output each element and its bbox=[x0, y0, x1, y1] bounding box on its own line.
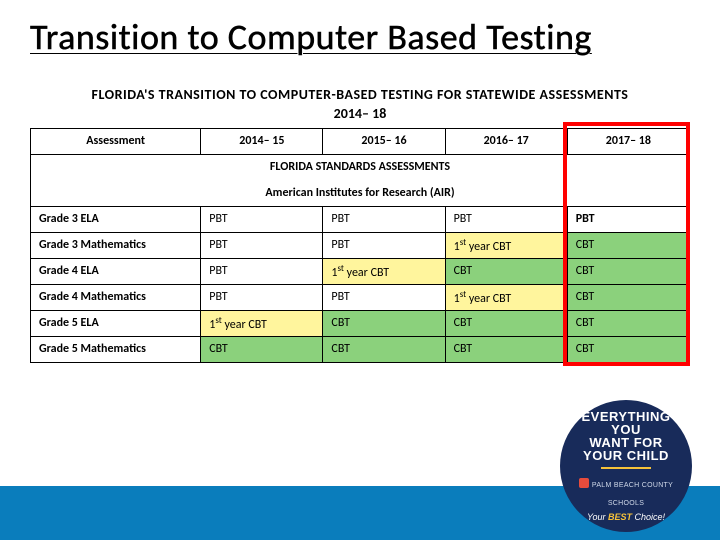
row-label: Grade 5 Mathematics bbox=[31, 336, 201, 362]
section-heading-row: FLORIDA STANDARDS ASSESSMENTS bbox=[31, 154, 690, 180]
section-heading-1: FLORIDA STANDARDS ASSESSMENTS bbox=[31, 154, 690, 180]
badge-divider bbox=[601, 467, 651, 469]
slide-root: Transition to Computer Based Testing FLO… bbox=[0, 0, 720, 540]
row-label: Grade 4 Mathematics bbox=[31, 284, 201, 310]
slide-title: Transition to Computer Based Testing bbox=[30, 18, 690, 58]
table-row: Grade 5 MathematicsCBTCBTCBTCBT bbox=[31, 336, 690, 362]
badge-tag: PALM BEACH COUNTY SCHOOLS bbox=[592, 482, 673, 507]
col-assessment: Assessment bbox=[31, 128, 201, 154]
table-cell: CBT bbox=[567, 310, 689, 336]
table-header-row: Assessment 2014– 15 2015– 16 2016– 17 20… bbox=[31, 128, 690, 154]
col-2015-16: 2015– 16 bbox=[323, 128, 445, 154]
table-cell: CBT bbox=[445, 310, 567, 336]
table-cell: PBT bbox=[201, 258, 323, 284]
table-cell: 1st year CBT bbox=[445, 232, 567, 258]
badge-tag-row: PALM BEACH COUNTY SCHOOLS bbox=[570, 474, 682, 510]
table-cell: 1st year CBT bbox=[323, 258, 445, 284]
table-cell: 1st year CBT bbox=[445, 284, 567, 310]
col-2016-17: 2016– 17 bbox=[445, 128, 567, 154]
assessment-table: Assessment 2014– 15 2015– 16 2016– 17 20… bbox=[30, 128, 690, 363]
table-cell: CBT bbox=[567, 336, 689, 362]
table-cell: PBT bbox=[567, 206, 689, 232]
table-cell: CBT bbox=[445, 336, 567, 362]
table-cell: CBT bbox=[323, 310, 445, 336]
row-label: Grade 3 ELA bbox=[31, 206, 201, 232]
table-row: Grade 5 ELA1st year CBTCBTCBTCBT bbox=[31, 310, 690, 336]
col-2017-18: 2017– 18 bbox=[567, 128, 689, 154]
table-heading-years: 2014– 18 bbox=[30, 105, 690, 122]
table-cell: CBT bbox=[201, 336, 323, 362]
row-label: Grade 5 ELA bbox=[31, 310, 201, 336]
badge-line1: EVERYTHING YOU bbox=[570, 410, 682, 436]
table-cell: PBT bbox=[201, 232, 323, 258]
badge-best: Your BEST Choice! bbox=[587, 512, 665, 522]
table-cell: PBT bbox=[323, 206, 445, 232]
table-row: Grade 3 ELAPBTPBTPBTPBT bbox=[31, 206, 690, 232]
table-cell: PBT bbox=[323, 284, 445, 310]
table-row: Grade 3 MathematicsPBTPBT1st year CBTCBT bbox=[31, 232, 690, 258]
table-cell: PBT bbox=[201, 284, 323, 310]
section-subheading-row: American Institutes for Research (AIR) bbox=[31, 180, 690, 206]
table-cell: PBT bbox=[323, 232, 445, 258]
section-heading-2: American Institutes for Research (AIR) bbox=[31, 180, 690, 206]
table-cell: CBT bbox=[445, 258, 567, 284]
table-cell: 1st year CBT bbox=[201, 310, 323, 336]
district-badge: EVERYTHING YOU WANT FOR YOUR CHILD PALM … bbox=[560, 400, 692, 532]
table-cell: CBT bbox=[567, 284, 689, 310]
table-heading: FLORIDA'S TRANSITION TO COMPUTER-BASED T… bbox=[30, 86, 690, 103]
table-cell: CBT bbox=[567, 232, 689, 258]
table-cell: CBT bbox=[567, 258, 689, 284]
table-cell: PBT bbox=[445, 206, 567, 232]
table-cell: PBT bbox=[201, 206, 323, 232]
row-label: Grade 3 Mathematics bbox=[31, 232, 201, 258]
col-2014-15: 2014– 15 bbox=[201, 128, 323, 154]
table-cell: CBT bbox=[323, 336, 445, 362]
table-wrapper: Assessment 2014– 15 2015– 16 2016– 17 20… bbox=[30, 128, 690, 363]
apple-icon bbox=[579, 478, 589, 488]
table-row: Grade 4 ELAPBT1st year CBTCBTCBT bbox=[31, 258, 690, 284]
badge-line3: YOUR CHILD bbox=[583, 449, 669, 462]
row-label: Grade 4 ELA bbox=[31, 258, 201, 284]
table-row: Grade 4 MathematicsPBTPBT1st year CBTCBT bbox=[31, 284, 690, 310]
